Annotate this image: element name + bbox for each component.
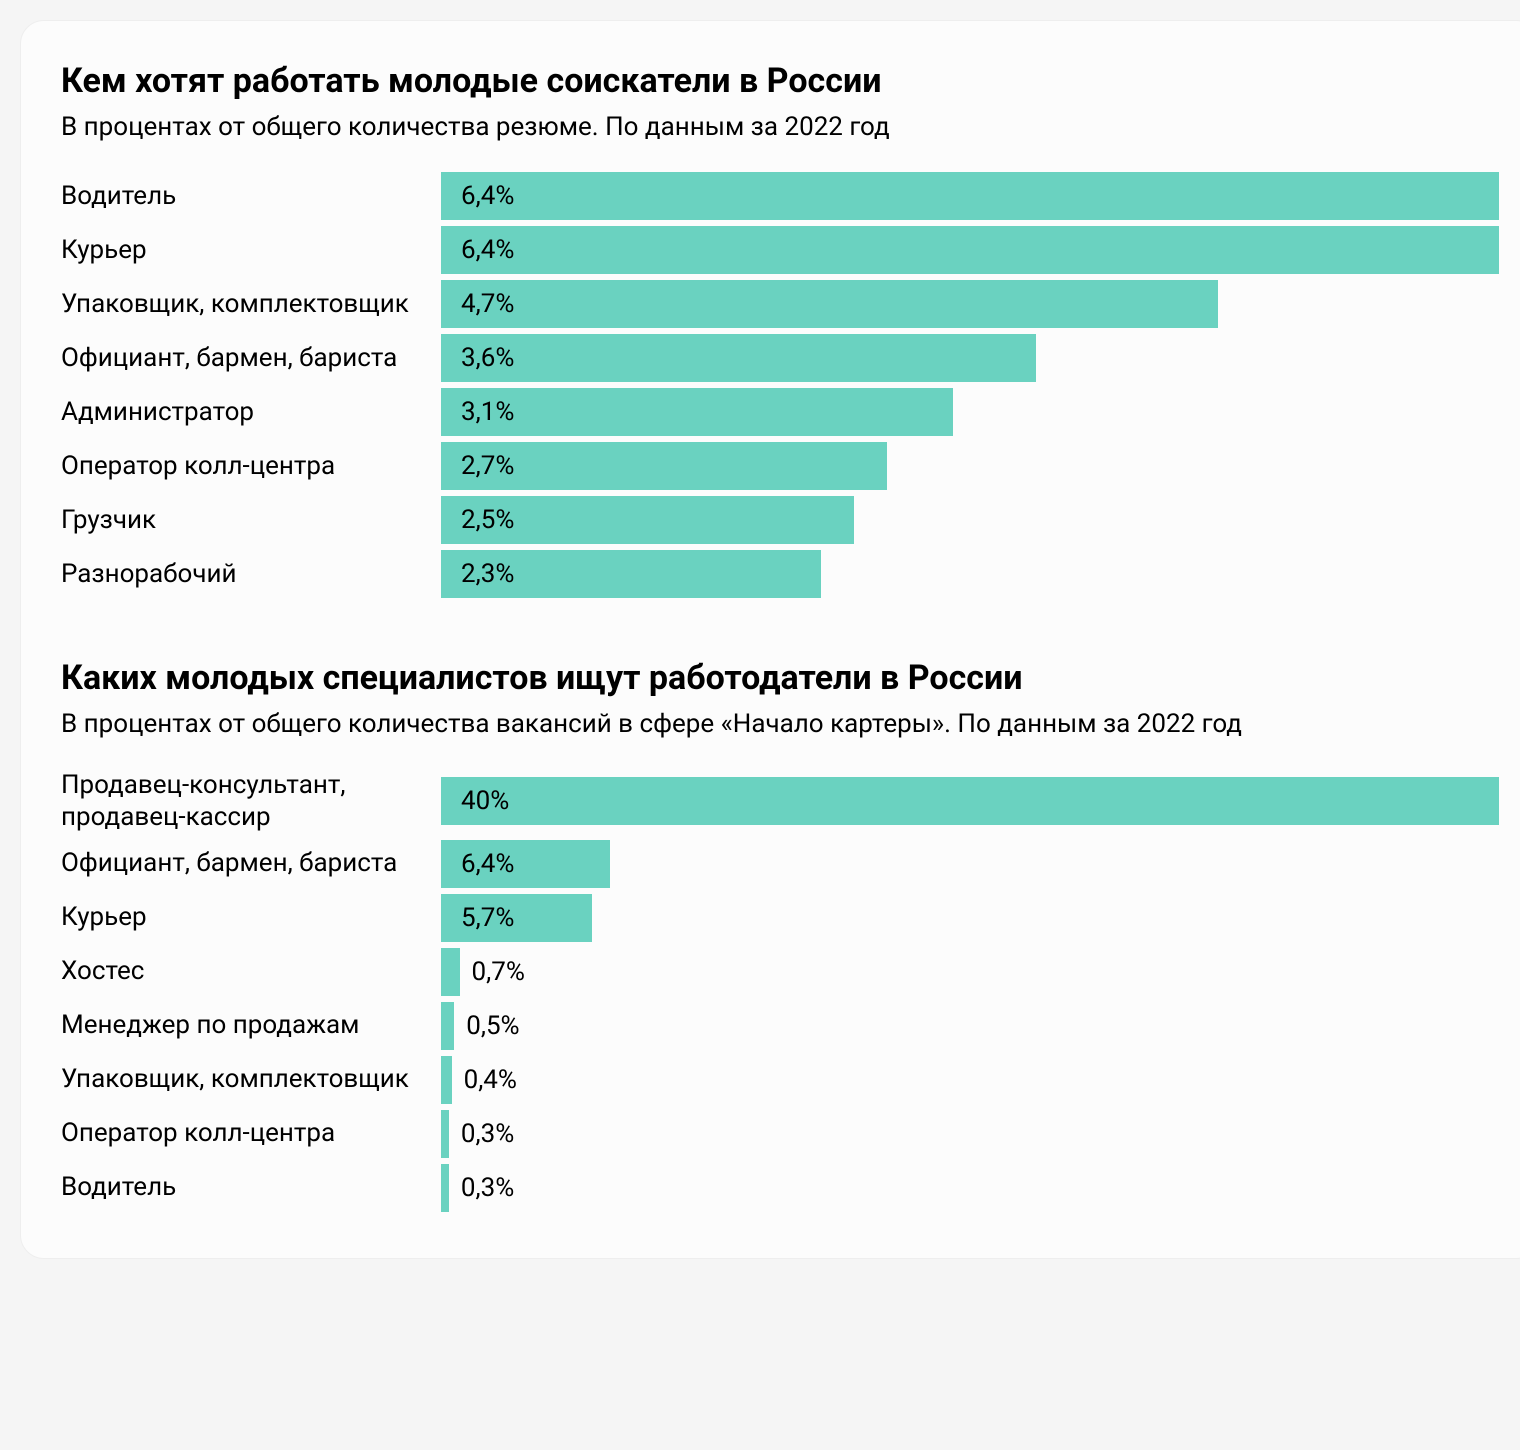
- bar-fill: [441, 1110, 449, 1158]
- bar-row: Разнорабочий2,3%: [61, 550, 1499, 598]
- bar-row: Упаковщик, комплектовщик4,7%: [61, 280, 1499, 328]
- bar-fill: [441, 1164, 449, 1212]
- bar-fill: 2,5%: [441, 496, 854, 544]
- bar-value: 4,7%: [441, 289, 514, 319]
- bar-fill: 6,4%: [441, 840, 610, 888]
- bar-fill: 2,7%: [441, 442, 887, 490]
- bar-track: 0,4%: [441, 1056, 1499, 1104]
- bar-track: 6,4%: [441, 840, 1499, 888]
- chart-title: Кем хотят работать молодые соискатели в …: [61, 61, 1499, 102]
- bar-fill: 6,4%: [441, 172, 1499, 220]
- bar-fill: 5,7%: [441, 894, 592, 942]
- bar-value: 2,7%: [441, 451, 514, 481]
- bar-row: Оператор колл-центра 0,3%: [61, 1110, 1499, 1158]
- chart-section-1: Каких молодых специалистов ищут работода…: [61, 658, 1499, 1212]
- bar-label: Продавец-консультант, продавец-кассир: [61, 769, 441, 834]
- bar-label: Администратор: [61, 396, 441, 429]
- bar-fill: [441, 1056, 452, 1104]
- bar-track: 0,3%: [441, 1110, 1499, 1158]
- bar-row: Курьер6,4%: [61, 226, 1499, 274]
- bar-label: Официант, бармен, бариста: [61, 342, 441, 375]
- chart-section-0: Кем хотят работать молодые соискатели в …: [61, 61, 1499, 598]
- bar-label: Менеджер по продажам: [61, 1009, 441, 1042]
- chart-card: Кем хотят работать молодые соискатели в …: [20, 20, 1520, 1259]
- bar-label: Хостес: [61, 955, 441, 988]
- bar-value: 0,4%: [452, 1065, 517, 1095]
- chart-subtitle: В процентах от общего количества ваканси…: [61, 709, 1499, 739]
- bar-track: 40%: [441, 777, 1499, 825]
- bar-row: Хостес 0,7%: [61, 948, 1499, 996]
- bar-value: 40%: [441, 786, 509, 816]
- bar-value: 0,7%: [460, 957, 525, 987]
- bar-track: 0,7%: [441, 948, 1499, 996]
- bar-row: Грузчик2,5%: [61, 496, 1499, 544]
- bar-fill: 2,3%: [441, 550, 821, 598]
- bar-row: Официант, бармен, бариста3,6%: [61, 334, 1499, 382]
- bar-label: Оператор колл-центра: [61, 1117, 441, 1150]
- bar-label: Упаковщик, комплектовщик: [61, 288, 441, 321]
- bar-value: 0,3%: [449, 1173, 514, 1203]
- bar-row: Продавец-консультант, продавец-кассир40%: [61, 769, 1499, 834]
- bar-fill: 6,4%: [441, 226, 1499, 274]
- bar-fill: 3,6%: [441, 334, 1036, 382]
- bar-value: 3,6%: [441, 343, 514, 373]
- bar-fill: [441, 948, 460, 996]
- chart-subtitle: В процентах от общего количества резюме.…: [61, 112, 1499, 142]
- bar-value: 3,1%: [441, 397, 514, 427]
- bar-value: 6,4%: [441, 235, 514, 265]
- bar-value: 0,3%: [449, 1119, 514, 1149]
- bar-label: Оператор колл-центра: [61, 450, 441, 483]
- bar-fill: 40%: [441, 777, 1499, 825]
- bar-fill: [441, 1002, 454, 1050]
- bar-track: 4,7%: [441, 280, 1499, 328]
- bar-track: 3,6%: [441, 334, 1499, 382]
- bar-track: 2,7%: [441, 442, 1499, 490]
- bar-value: 6,4%: [441, 181, 514, 211]
- bar-track: 6,4%: [441, 172, 1499, 220]
- bar-track: 0,3%: [441, 1164, 1499, 1212]
- bar-label: Грузчик: [61, 504, 441, 537]
- bar-row: Водитель6,4%: [61, 172, 1499, 220]
- bar-label: Водитель: [61, 1171, 441, 1204]
- bar-value: 2,3%: [441, 559, 514, 589]
- bar-fill: 4,7%: [441, 280, 1218, 328]
- bar-track: 3,1%: [441, 388, 1499, 436]
- bar-label: Разнорабочий: [61, 558, 441, 591]
- bar-label: Курьер: [61, 234, 441, 267]
- bar-label: Упаковщик, комплектовщик: [61, 1063, 441, 1096]
- bar-label: Водитель: [61, 180, 441, 213]
- bar-track: 2,3%: [441, 550, 1499, 598]
- bar-value: 5,7%: [441, 903, 514, 933]
- bar-value: 0,5%: [454, 1011, 519, 1041]
- bar-row: Официант, бармен, бариста6,4%: [61, 840, 1499, 888]
- bar-track: 6,4%: [441, 226, 1499, 274]
- bar-row: Администратор3,1%: [61, 388, 1499, 436]
- bar-row: Оператор колл-центра2,7%: [61, 442, 1499, 490]
- bar-fill: 3,1%: [441, 388, 953, 436]
- bar-track: 5,7%: [441, 894, 1499, 942]
- bar-row: Упаковщик, комплектовщик 0,4%: [61, 1056, 1499, 1104]
- chart-title: Каких молодых специалистов ищут работода…: [61, 658, 1499, 699]
- bar-row: Курьер5,7%: [61, 894, 1499, 942]
- bar-value: 2,5%: [441, 505, 514, 535]
- bar-value: 6,4%: [441, 849, 514, 879]
- bar-row: Водитель 0,3%: [61, 1164, 1499, 1212]
- bar-label: Курьер: [61, 901, 441, 934]
- bar-track: 0,5%: [441, 1002, 1499, 1050]
- bar-label: Официант, бармен, бариста: [61, 847, 441, 880]
- bar-row: Менеджер по продажам 0,5%: [61, 1002, 1499, 1050]
- bar-track: 2,5%: [441, 496, 1499, 544]
